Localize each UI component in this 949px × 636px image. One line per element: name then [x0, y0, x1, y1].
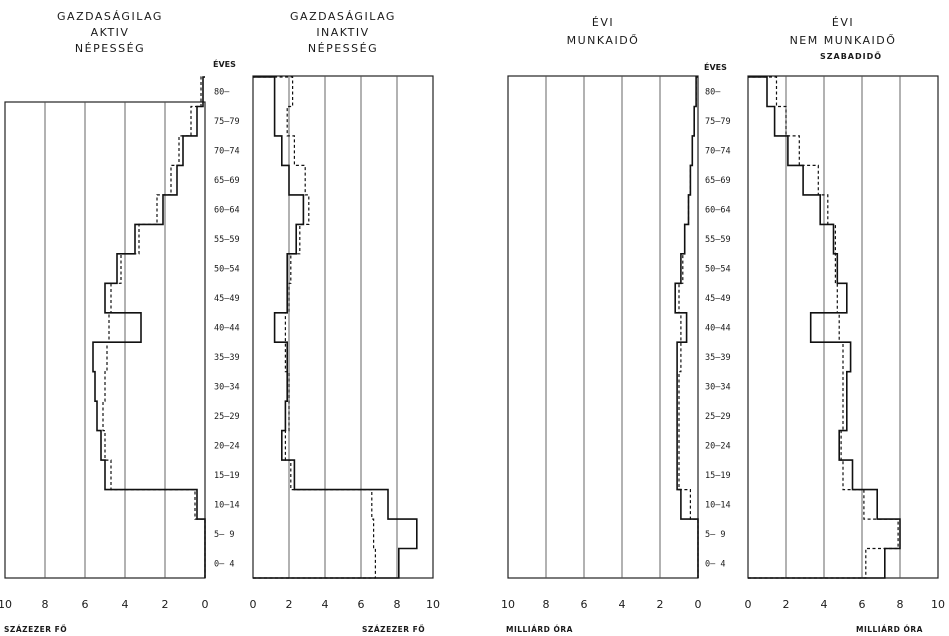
panel-3-frame	[507, 75, 699, 579]
panel-3-age-label: 35–39	[705, 353, 731, 363]
panel-1-frame	[4, 101, 206, 579]
panel-3-series-solid	[674, 76, 699, 578]
panel-3-age-label: 30–34	[705, 382, 731, 392]
panel-3-title-line-2: MUNKAIDŐ	[567, 33, 640, 47]
panel-1-age-label: 80–	[214, 88, 230, 98]
panel-3-age-label: 0– 4	[705, 559, 725, 569]
panel-1-series-solid	[92, 76, 206, 578]
panel-1-age-label: 60–64	[214, 206, 240, 216]
panel-4-tick-label: 6	[859, 598, 866, 611]
panel-3-series-dashed	[678, 76, 699, 578]
panel-3-age-label: 10–14	[705, 500, 731, 510]
panel-2-tick-label: 10	[426, 598, 440, 611]
panel-2-title-line-1: GAZDASÁGILAG	[290, 10, 396, 23]
panel-4-tick-label: 2	[783, 598, 790, 611]
panel-2-tick-label: 8	[394, 598, 401, 611]
panel-2-series-dashed	[253, 76, 376, 579]
panel-3-tick-label: 2	[657, 598, 664, 611]
axis-tick-labels: 10 8 6 4 2 0 0 2 4 6 8 10 10 8 6 4 2 0 0 2 4 6 8 10	[0, 598, 945, 611]
panel-4-tick-label: 8	[897, 598, 904, 611]
panel-3-age-label: 15–19	[705, 471, 731, 481]
panel-2-series-solid	[253, 76, 418, 579]
panel-4-frame	[747, 75, 939, 579]
panel-4-tick-label: 0	[745, 598, 752, 611]
panel-1-age-label: 25–29	[214, 412, 240, 422]
panel-3-age-label: 55–59	[705, 235, 731, 245]
panel-1-age-label: 70–74	[214, 147, 240, 157]
panel-3-tick-label: 6	[581, 598, 588, 611]
panel-3-title-line-1: ÉVI	[592, 16, 614, 29]
panel-3-age-label: 40–44	[705, 324, 731, 334]
age-header-left: ÉVES	[213, 58, 236, 69]
panel-1-tick-label: 2	[162, 598, 169, 611]
panel-3-tick-label: 10	[501, 598, 515, 611]
panel-1-tick-label: 6	[82, 598, 89, 611]
panel-1-age-label: 15–19	[214, 471, 240, 481]
panel-1-title-line-1: GAZDASÁGILAG	[57, 10, 163, 23]
panel-2-frame	[252, 75, 434, 579]
panel-1-age-label: 50–54	[214, 265, 240, 275]
panel-2-tick-label: 0	[250, 598, 257, 611]
panel-1-age-label: 30–34	[214, 382, 240, 392]
unit-label-right-left: MILLIÁRD ÓRA	[506, 625, 573, 634]
panel-4-series-solid	[748, 76, 901, 579]
age-header-right: ÉVES	[704, 61, 727, 72]
panel-1-age-label: 20–24	[214, 441, 240, 451]
panel-1-age-label: 10–14	[214, 500, 240, 510]
panel-4-subtitle: SZABADIDŐ	[820, 51, 882, 61]
panel-1-age-label: 75–79	[214, 117, 240, 127]
panel-4-title-line-2: NEM MUNKAIDŐ	[790, 33, 897, 47]
panel-1-age-label: 40–44	[214, 324, 240, 334]
panel-3-age-label: 60–64	[705, 206, 731, 216]
panel-3-age-label: 70–74	[705, 147, 731, 157]
panel-1-tick-label: 10	[0, 598, 12, 611]
panel-3-age-label: 80–	[705, 88, 721, 98]
panel-1-age-label: 65–69	[214, 176, 240, 186]
panel-3-tick-label: 8	[543, 598, 550, 611]
panel-2-tick-label: 2	[286, 598, 293, 611]
panel-2-tick-label: 4	[322, 598, 329, 611]
panel-2-title-line-2: INAKTIV	[316, 26, 369, 39]
panel-3-age-label: 45–49	[705, 294, 731, 304]
panel-3-age-label: 75–79	[705, 117, 731, 127]
unit-labels: SZÁZEZER FŐ SZÁZEZER FŐ MILLIÁRD ÓRA MIL…	[4, 625, 923, 634]
panel-4-tick-label: 4	[821, 598, 828, 611]
panel-1-age-label: 55–59	[214, 235, 240, 245]
panel-3-tick-label: 0	[695, 598, 702, 611]
panel-3-age-label: 5– 9	[705, 530, 725, 540]
panel-step-series	[92, 76, 901, 579]
panel-frames	[4, 75, 939, 579]
panel-1-title-line-2: AKTIV	[91, 26, 130, 39]
panel-1-tick-label: 8	[42, 598, 49, 611]
panel-3-age-label: 25–29	[705, 412, 731, 422]
panel-1-age-label: 45–49	[214, 294, 240, 304]
panel-3-tick-label: 4	[619, 598, 626, 611]
panel-titles: GAZDASÁGILAG AKTIV NÉPESSÉG GAZDASÁGILAG INA…	[57, 10, 897, 61]
panel-1-title-line-3: NÉPESSÉG	[75, 42, 145, 55]
panel-2-title-line-3: NÉPESSÉG	[308, 42, 378, 55]
panel-4-series-dashed	[748, 76, 899, 579]
panel-3-age-label: 65–69	[705, 176, 731, 186]
unit-label-center: SZÁZEZER FŐ	[362, 625, 425, 634]
panel-4-title-line-1: ÉVI	[832, 16, 854, 29]
panel-3-age-label: 50–54	[705, 265, 731, 275]
panel-1-series-dashed	[102, 76, 206, 578]
panel-1-age-label: 35–39	[214, 353, 240, 363]
panel-2-tick-label: 6	[358, 598, 365, 611]
panel-gridlines	[44, 76, 901, 578]
panel-1-age-label: 5– 9	[214, 530, 234, 540]
panel-4-tick-label: 10	[931, 598, 945, 611]
age-group-labels: 0– 4 5– 9 10–14 15–19 20–24 25–29 30–34 35–39 40…	[214, 88, 731, 570]
panel-1-age-label: 0– 4	[214, 559, 234, 569]
panel-3-age-label: 20–24	[705, 441, 731, 451]
unit-label-right-right: MILLIÁRD ÓRA	[856, 625, 923, 634]
panel-1-tick-label: 0	[202, 598, 209, 611]
unit-label-left: SZÁZEZER FŐ	[4, 625, 67, 634]
panel-1-tick-label: 4	[122, 598, 129, 611]
